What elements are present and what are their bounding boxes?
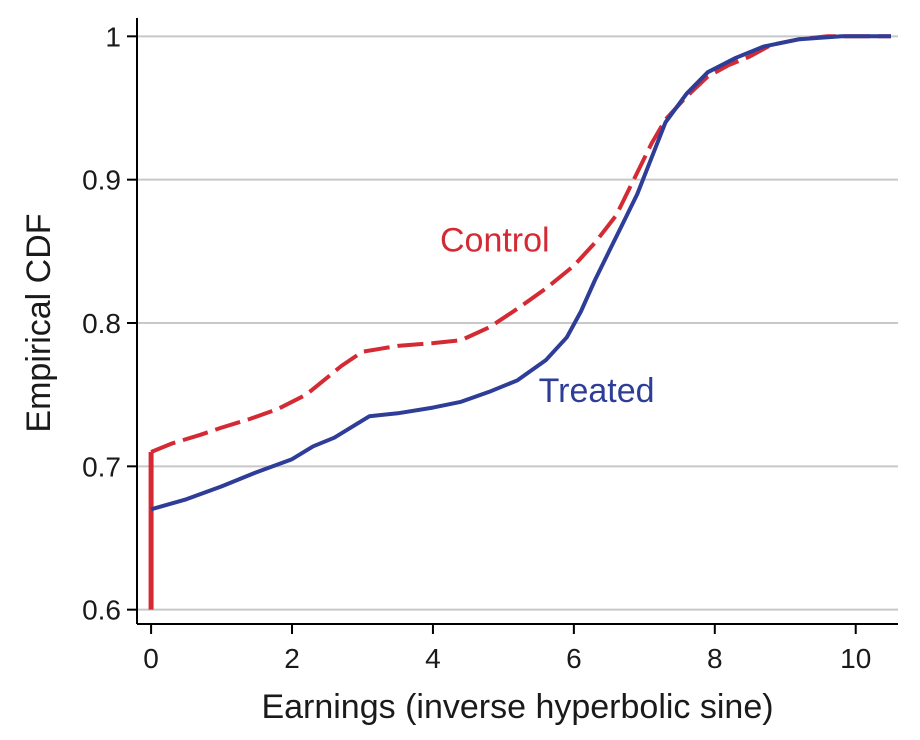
x-axis-title: Earnings (inverse hyperbolic sine) [261, 688, 773, 726]
y-tick-label: 0.6 [82, 595, 121, 626]
x-tick-label: 10 [840, 643, 871, 674]
x-tick-label: 0 [143, 643, 159, 674]
series-label-treated: Treated [539, 372, 655, 410]
x-tick-label: 8 [707, 643, 723, 674]
series-annotations: Control Treated [440, 221, 655, 410]
y-axis-title: Empirical CDF [20, 213, 58, 432]
x-axis-ticks: 0 2 4 6 8 10 [143, 624, 871, 674]
series-line-control [150, 34, 891, 454]
x-tick-label: 4 [425, 643, 441, 674]
series-lines [148, 34, 891, 610]
y-tick-label: 0.8 [82, 308, 121, 339]
y-tick-label: 0.7 [82, 451, 121, 482]
series-label-control: Control [440, 221, 550, 259]
x-tick-label: 2 [284, 643, 300, 674]
gridlines [137, 35, 898, 611]
x-tick-label: 6 [566, 643, 582, 674]
series-line-treated [150, 34, 891, 512]
y-axis-ticks: 0.6 0.7 0.8 0.9 1 [82, 21, 137, 626]
y-tick-label: 1 [105, 21, 121, 52]
y-tick-label: 0.9 [82, 165, 121, 196]
